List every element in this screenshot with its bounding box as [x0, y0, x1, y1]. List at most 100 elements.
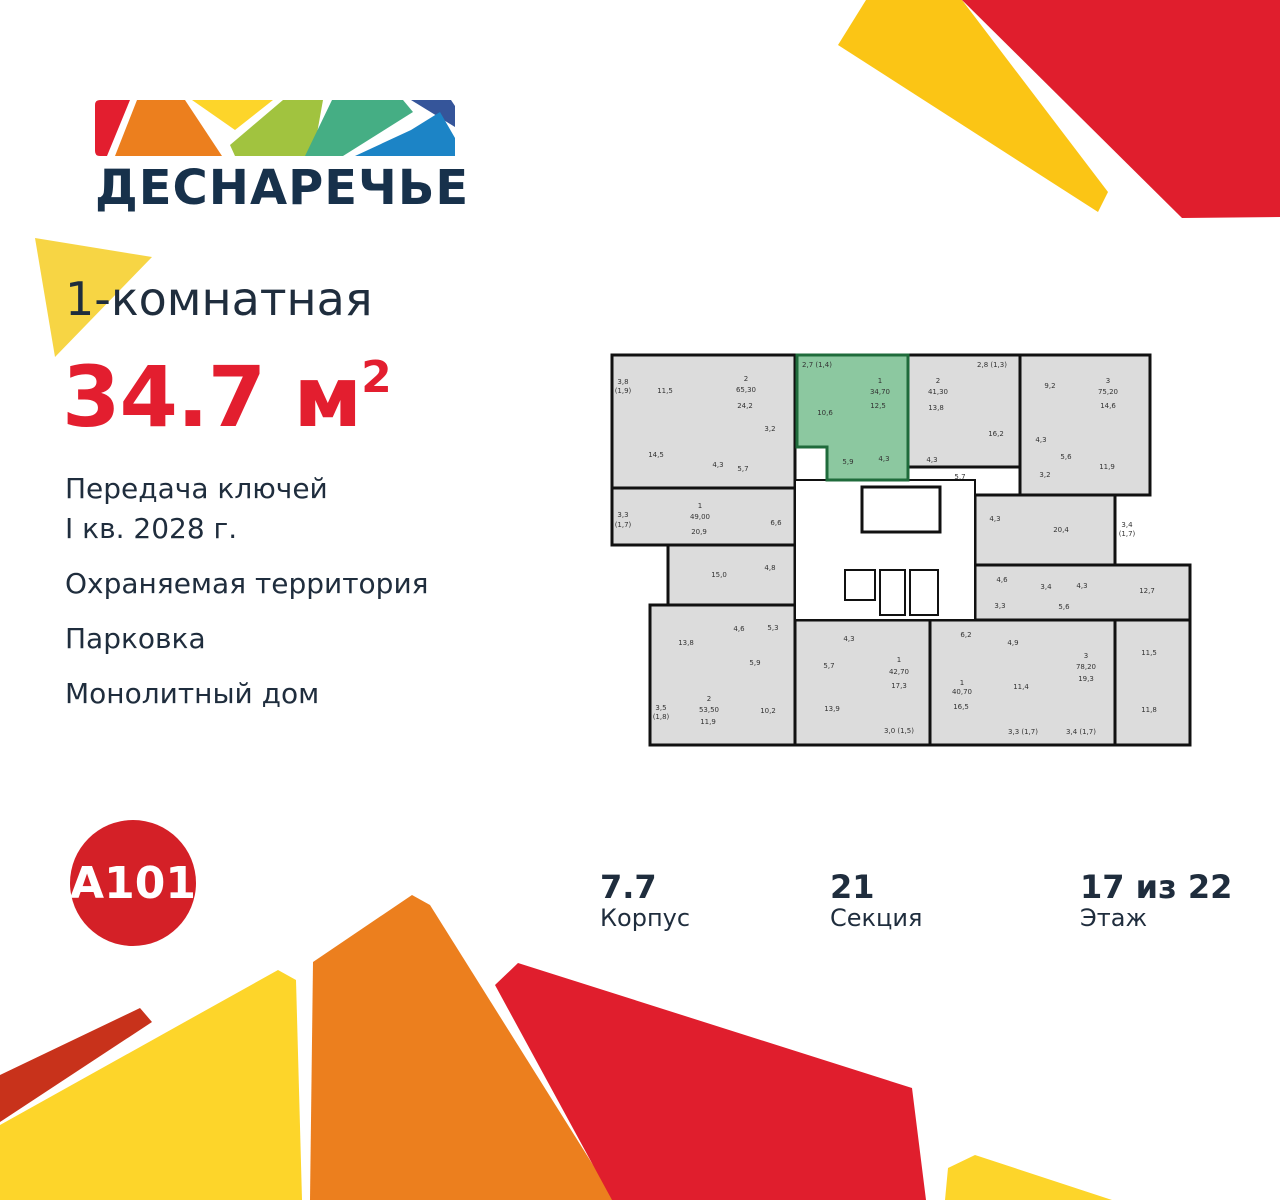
room-label: 5,6	[1058, 603, 1070, 611]
room-label: 11,8	[1141, 706, 1157, 714]
room-label: 2	[936, 377, 940, 385]
room-label: 2,8 (1,3)	[977, 361, 1007, 369]
block-n2	[906, 353, 1022, 469]
room-label: 6,2	[960, 631, 971, 639]
block-e	[973, 493, 1117, 567]
room-label: 65,30	[736, 386, 756, 394]
room-label: 2,7 (1,4)	[802, 361, 832, 369]
room-label: 4,3	[926, 456, 937, 464]
room-label: 16,5	[953, 703, 969, 711]
room-label: 16,2	[988, 430, 1004, 438]
deco-red-top	[962, 0, 1280, 218]
highlighted-apartment[interactable]	[795, 353, 910, 482]
block-s1	[793, 618, 932, 747]
stat-building: 7.7 Корпус	[600, 868, 690, 932]
room-label: 13,8	[928, 404, 944, 412]
room-label: 3,4	[1040, 583, 1052, 591]
room-label: 5,3	[767, 624, 778, 632]
room-label: 1	[698, 502, 702, 510]
block-e2	[973, 563, 1192, 622]
feature-keys-label: Передача ключей	[65, 472, 328, 505]
block-se	[1113, 618, 1192, 747]
room-label: 40,70	[952, 688, 972, 696]
room-label: 2	[707, 695, 711, 703]
room-label: 11,5	[1141, 649, 1157, 657]
apartment-type: 1-комнатная	[65, 272, 373, 326]
room-label: 4,9	[1007, 639, 1018, 647]
stat-value: 7.7	[600, 868, 657, 906]
block-nw	[610, 353, 797, 490]
room-label: 4,6	[996, 576, 1008, 584]
room-label: 3,8	[617, 378, 628, 386]
stat-label: Секция	[830, 904, 923, 932]
room-label: 4,8	[764, 564, 775, 572]
room-label: 19,3	[1078, 675, 1094, 683]
room-label: 5,7	[823, 662, 834, 670]
room-label: 1	[878, 377, 882, 385]
room-label: 3,2	[764, 425, 775, 433]
block-w2	[666, 543, 797, 607]
deco-orange-bottom	[310, 895, 615, 1200]
room-label: 11,5	[657, 387, 673, 395]
room-label: 4,3	[1076, 582, 1087, 590]
deco-yellow-bottom	[0, 970, 302, 1200]
feature-monolith: Монолитный дом	[65, 677, 320, 710]
stat-value: 17 из 22	[1080, 868, 1233, 906]
room-label: (1,9)	[615, 387, 632, 395]
deco-yellow-top	[838, 0, 1108, 212]
room-label: 15,0	[711, 571, 727, 579]
room-label: 24,2	[737, 402, 753, 410]
room-label: 75,20	[1098, 388, 1118, 396]
room-label: 53,50	[699, 706, 719, 714]
room-label: 2	[744, 375, 748, 383]
stat-floor: 17 из 22 Этаж	[1080, 868, 1232, 932]
room-label: 10,6	[817, 409, 833, 417]
stat-label: Этаж	[1080, 904, 1148, 932]
room-label: 17,3	[891, 682, 907, 690]
developer-logo: A101	[70, 820, 196, 946]
room-label: 11,9	[1099, 463, 1115, 471]
room-label: 4,3	[989, 515, 1000, 523]
room-label: (1,7)	[1119, 530, 1136, 538]
room-label: (1,7)	[615, 521, 632, 529]
room-label: 12,5	[870, 402, 886, 410]
deco-yellow-corner	[945, 1155, 1112, 1200]
room-label: 4,3	[878, 455, 889, 463]
room-label: 42,70	[889, 668, 909, 676]
room-label: 5,7	[737, 465, 748, 473]
room-label: 4,3	[843, 635, 854, 643]
block-ne	[1018, 353, 1152, 497]
room-label: 5,9	[842, 458, 853, 466]
room-label: 3,3	[994, 602, 1005, 610]
plan-blocks	[610, 353, 1192, 747]
room-label: 3,0 (1,5)	[884, 727, 914, 735]
room-label: 20,9	[691, 528, 707, 536]
feature-security: Охраняемая территория	[65, 567, 429, 600]
stat-value: 21	[830, 868, 875, 906]
room-label: 4,3	[1035, 436, 1046, 444]
room-label: 1	[960, 679, 964, 687]
room-label: 49,00	[690, 513, 710, 521]
deco-yellow-title	[35, 238, 152, 357]
room-label: 34,70	[870, 388, 890, 396]
room-label: 9,2	[1044, 382, 1055, 390]
room-label: 14,5	[648, 451, 664, 459]
room-label: 10,2	[760, 707, 776, 715]
area-unit-sup: 2	[361, 352, 392, 403]
room-label: 41,30	[928, 388, 948, 396]
deco-red-bottom	[495, 963, 926, 1200]
room-label: 6,6	[770, 519, 782, 527]
feature-parking: Парковка	[65, 622, 206, 655]
room-label: 3,5	[655, 704, 666, 712]
room-labels: 3,8(1,9) 11,5 2 65,30 24,2 14,5 3,2 4,3 5,7 2,7 (…	[615, 361, 1157, 736]
brand-logo-mark	[95, 100, 455, 156]
stat-label: Корпус	[600, 904, 691, 932]
room-label: 78,20	[1076, 663, 1096, 671]
stat-section: 21 Секция	[830, 868, 922, 932]
room-label: 3,3	[617, 511, 628, 519]
room-label: 3	[1084, 652, 1088, 660]
block-sw	[648, 603, 797, 747]
brand-logo-text: ДЕСНАРЕЧЬЕ	[95, 160, 470, 216]
